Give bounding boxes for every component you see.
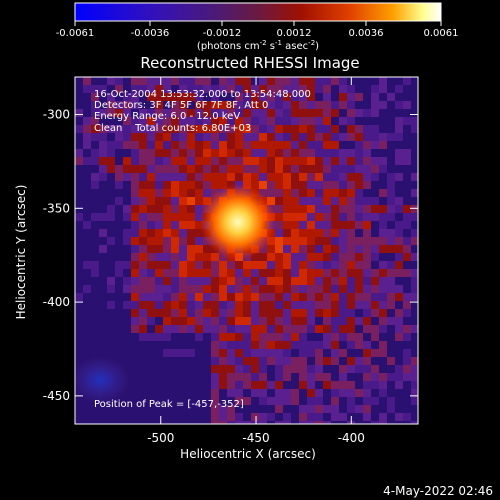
info-line-counts: Clean Total counts: 6.80E+03: [94, 123, 251, 134]
colorbar: -0.0061 -0.0036 -0.0012 0.0012 0.0036 0.0061 …: [56, 2, 459, 52]
plot-frame: [74, 76, 419, 425]
flare-peak: [200, 184, 276, 260]
colorbar-tick-label: -0.0061: [56, 28, 95, 39]
y-tick-label: -400: [43, 295, 70, 309]
plot-title: Reconstructed RHESSI Image: [140, 54, 359, 72]
peak-position-label: Position of Peak = [-457,-352]: [94, 399, 244, 410]
colorbar-tick-label: -0.0036: [131, 28, 170, 39]
x-tick-label: -400: [338, 431, 365, 445]
x-tick-label: -450: [242, 431, 269, 445]
info-line-time: 16-Oct-2004 13:53:32.000 to 13:54:48.000: [94, 89, 311, 100]
blue-region: [75, 356, 130, 404]
colorbar-tick-label: 0.0012: [277, 28, 312, 39]
x-axis-label: Heliocentric X (arcsec): [180, 447, 316, 461]
y-tick-label: -350: [43, 201, 70, 215]
info-line-detectors: Detectors: 3F 4F 5F 6F 7F 8F, Att 0: [94, 100, 268, 111]
y-tick-label: -300: [43, 108, 70, 122]
colorbar-gradient: [74, 2, 442, 22]
y-axis-label: Heliocentric Y (arcsec): [14, 185, 28, 320]
rhessi-image: [75, 77, 418, 424]
timestamp: 4-May-2022 02:46: [383, 484, 493, 498]
y-tick-label: -450: [43, 389, 70, 403]
x-tick-label: -500: [147, 431, 174, 445]
colorbar-units: (photons cm-2 s-1 asec-2): [197, 39, 319, 52]
colorbar-tick-label: 0.0061: [424, 28, 459, 39]
info-line-energy: Energy Range: 6.0 - 12.0 keV: [94, 111, 240, 122]
image-pixels: [75, 77, 418, 424]
colorbar-tick-label: 0.0036: [349, 28, 384, 39]
colorbar-ticks: -0.0061 -0.0036 -0.0012 0.0012 0.0036 0.0061: [56, 21, 459, 39]
axis-ticks: -500 -450 -400 -300 -350 -400 -450: [43, 77, 418, 445]
colorbar-tick-label: -0.0012: [203, 28, 242, 39]
info-box: 16-Oct-2004 13:53:32.000 to 13:54:48.000…: [94, 89, 311, 134]
